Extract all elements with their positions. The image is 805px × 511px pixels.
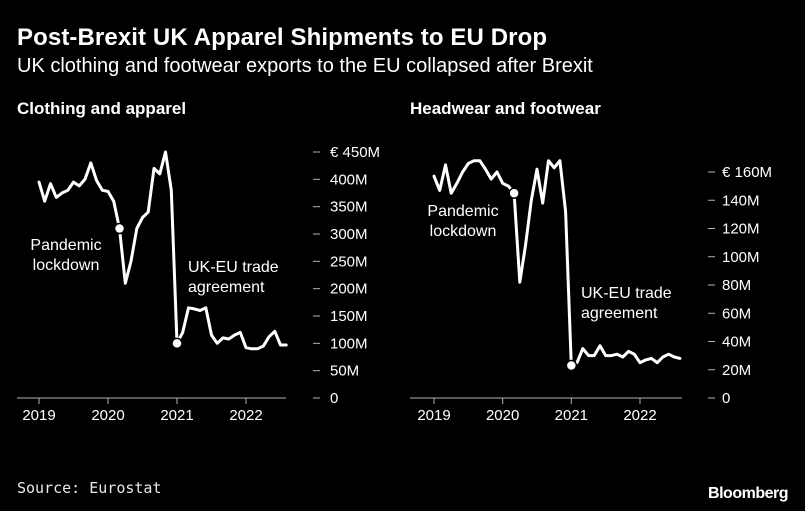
y-tick-label: 100M — [330, 335, 368, 352]
x-tick-label: 2019 — [417, 407, 450, 424]
y-tick-label: 40M — [722, 334, 751, 351]
annotation-label: UK-EU trade — [188, 259, 279, 276]
source-note: Source: Eurostat — [17, 479, 162, 497]
y-tick-label: € 450M — [330, 144, 380, 161]
annotation-label: UK-EU trade — [581, 285, 672, 302]
y-tick-label: 20M — [722, 362, 751, 379]
x-tick-label: 2022 — [229, 407, 262, 424]
bloomberg-logo: Bloomberg — [708, 485, 788, 502]
y-tick-label: 400M — [330, 171, 368, 188]
annotation-label: Pandemic — [30, 237, 101, 254]
x-tick-label: 2021 — [160, 407, 193, 424]
y-tick-label: 50M — [330, 363, 359, 380]
y-tick-label: € 160M — [722, 164, 772, 181]
y-tick-label: 120M — [722, 221, 760, 238]
y-tick-label: 0 — [330, 390, 338, 407]
x-tick-label: 2019 — [22, 407, 55, 424]
y-tick-label: 60M — [722, 305, 751, 322]
annotation-label: Pandemic — [427, 203, 498, 220]
series-line — [37, 150, 288, 351]
x-tick-label: 2020 — [486, 407, 519, 424]
y-tick-label: 100M — [722, 249, 760, 266]
y-tick-label: 140M — [722, 192, 760, 209]
y-tick-label: 80M — [722, 277, 751, 294]
y-tick-label: 350M — [330, 199, 368, 216]
chart-subtitle: UK clothing and footwear exports to the … — [17, 55, 593, 77]
y-tick-label: 150M — [330, 308, 368, 325]
annotation-label: agreement — [581, 305, 658, 322]
event-marker — [113, 222, 126, 235]
series-line — [432, 159, 682, 367]
y-tick-label: 300M — [330, 226, 368, 243]
panel-title-clothing: Clothing and apparel — [17, 99, 187, 118]
event-marker — [171, 337, 183, 350]
chart-title: Post-Brexit UK Apparel Shipments to EU D… — [17, 24, 548, 51]
x-tick-label: 2021 — [555, 407, 588, 424]
y-tick-label: 200M — [330, 281, 368, 298]
event-marker — [508, 187, 520, 199]
annotation-label: lockdown — [430, 223, 497, 240]
x-tick-label: 2020 — [91, 407, 124, 424]
y-tick-label: 0 — [722, 390, 730, 407]
x-tick-label: 2022 — [623, 407, 656, 424]
panel-title-footwear: Headwear and footwear — [410, 99, 601, 118]
y-tick-label: 250M — [330, 253, 368, 270]
event-marker — [565, 359, 578, 372]
annotation-label: lockdown — [33, 257, 100, 274]
annotation-label: agreement — [188, 279, 265, 296]
